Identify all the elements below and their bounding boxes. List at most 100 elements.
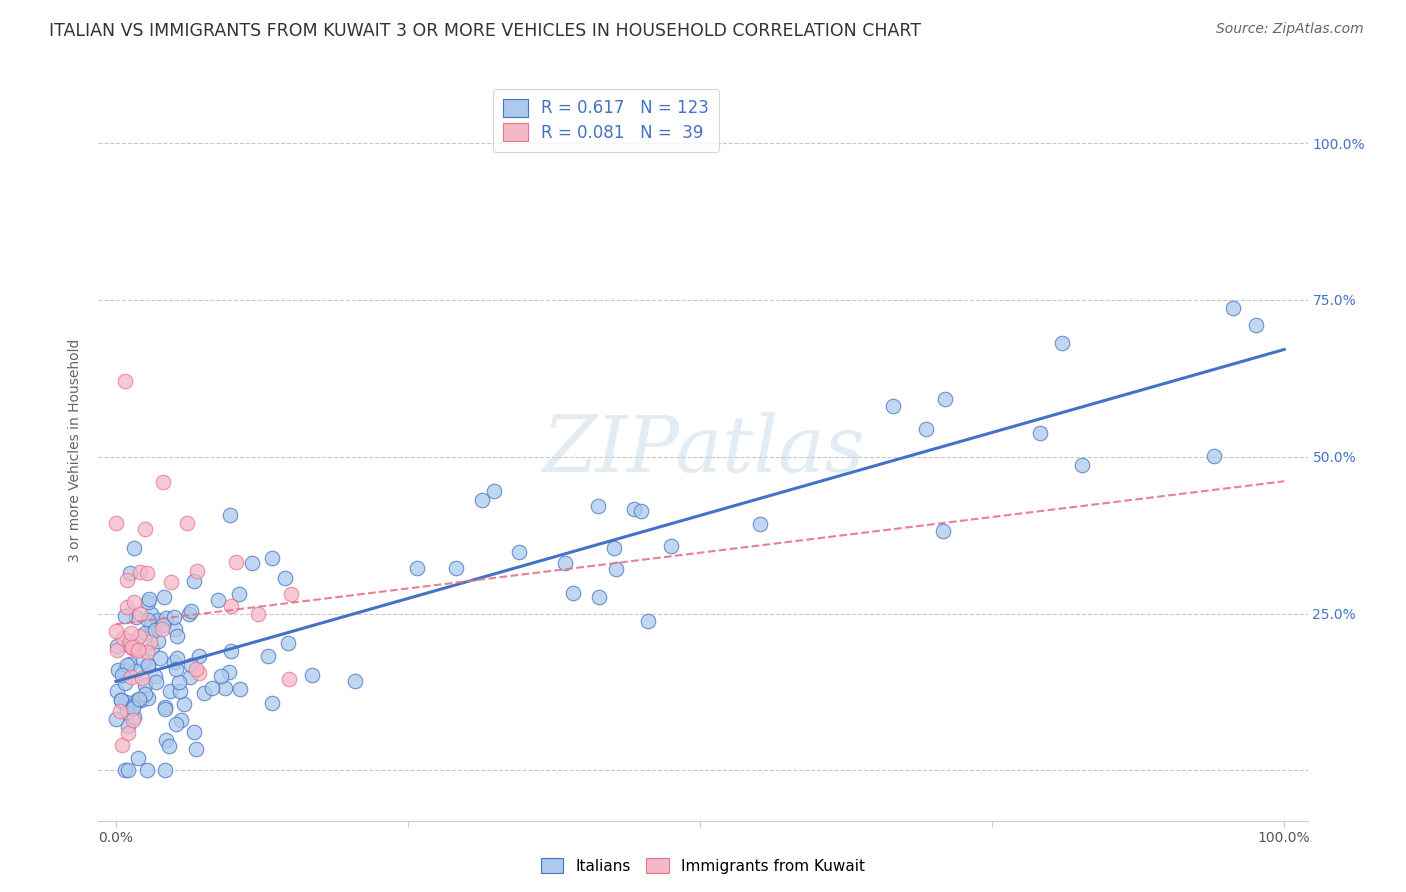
Point (132, 654, 155, 668)
Point (155, 702, 177, 716)
Point (166, 650, 188, 665)
Point (932, 524, 955, 538)
Point (169, 683, 191, 698)
Point (180, 604, 202, 618)
Point (180, 658, 202, 673)
Point (148, 634, 170, 648)
Point (128, 629, 150, 643)
Point (108, 704, 131, 718)
Point (214, 681, 236, 695)
Point (301, 668, 323, 682)
Point (155, 732, 177, 747)
Point (112, 697, 135, 711)
Point (138, 658, 160, 673)
Point (260, 696, 283, 710)
Point (125, 610, 148, 624)
Point (159, 684, 181, 698)
Point (121, 700, 143, 714)
Point (129, 565, 152, 579)
Point (561, 586, 583, 600)
Point (120, 640, 142, 654)
Point (153, 590, 176, 604)
Point (225, 555, 247, 569)
Point (344, 674, 367, 689)
Point (169, 713, 191, 727)
Point (630, 503, 652, 517)
Point (114, 676, 136, 690)
Point (184, 742, 207, 756)
Point (117, 764, 139, 778)
Point (105, 516, 128, 530)
Point (136, 613, 159, 627)
Point (152, 475, 174, 489)
Point (134, 678, 156, 692)
Point (120, 625, 142, 640)
Point (128, 692, 150, 706)
Point (228, 587, 250, 601)
Point (588, 590, 610, 604)
Point (117, 719, 139, 733)
Point (508, 545, 530, 559)
Point (749, 516, 772, 531)
Point (105, 643, 128, 657)
Point (218, 665, 240, 680)
Point (177, 607, 200, 621)
Point (136, 645, 159, 659)
Point (143, 669, 166, 683)
Point (127, 642, 149, 657)
Point (209, 669, 232, 683)
Point (129, 607, 152, 621)
Point (219, 508, 242, 522)
Point (157, 739, 180, 753)
Point (229, 682, 252, 697)
Point (139, 607, 162, 622)
Point (163, 622, 186, 636)
Point (179, 670, 201, 684)
Point (118, 566, 141, 580)
Point (247, 607, 270, 621)
Point (444, 560, 467, 574)
Point (882, 400, 904, 414)
Point (188, 666, 211, 681)
Point (603, 541, 626, 556)
Legend: Italians, Immigrants from Kuwait: Italians, Immigrants from Kuwait (534, 852, 872, 880)
Y-axis label: 3 or more Vehicles in Household: 3 or more Vehicles in Household (69, 339, 83, 562)
Point (159, 575, 181, 590)
Point (188, 649, 211, 664)
Point (124, 642, 146, 657)
Point (111, 739, 134, 753)
Point (134, 522, 156, 536)
Point (163, 655, 186, 669)
Point (118, 633, 141, 648)
Point (150, 622, 173, 636)
Point (280, 587, 302, 601)
Point (201, 681, 224, 695)
Point (114, 375, 136, 389)
Point (115, 573, 138, 587)
Point (114, 608, 136, 623)
Point (136, 595, 159, 609)
Point (110, 693, 132, 707)
Point (153, 699, 176, 714)
Point (111, 668, 134, 682)
Point (105, 712, 128, 726)
Point (105, 624, 128, 639)
Point (1204, 449, 1226, 463)
Point (277, 636, 299, 650)
Point (1070, 458, 1092, 472)
Point (134, 687, 156, 701)
Point (1050, 336, 1073, 351)
Point (122, 594, 145, 608)
Point (155, 611, 177, 625)
Point (148, 613, 170, 627)
Text: ITALIAN VS IMMIGRANTS FROM KUWAIT 3 OR MORE VEHICLES IN HOUSEHOLD CORRELATION CH: ITALIAN VS IMMIGRANTS FROM KUWAIT 3 OR M… (49, 22, 921, 40)
Point (176, 516, 198, 530)
Point (406, 561, 429, 575)
Point (136, 566, 159, 580)
Point (138, 591, 160, 606)
Point (117, 658, 139, 673)
Point (186, 564, 208, 578)
Point (127, 692, 149, 706)
Point (659, 540, 682, 554)
Point (471, 492, 494, 507)
